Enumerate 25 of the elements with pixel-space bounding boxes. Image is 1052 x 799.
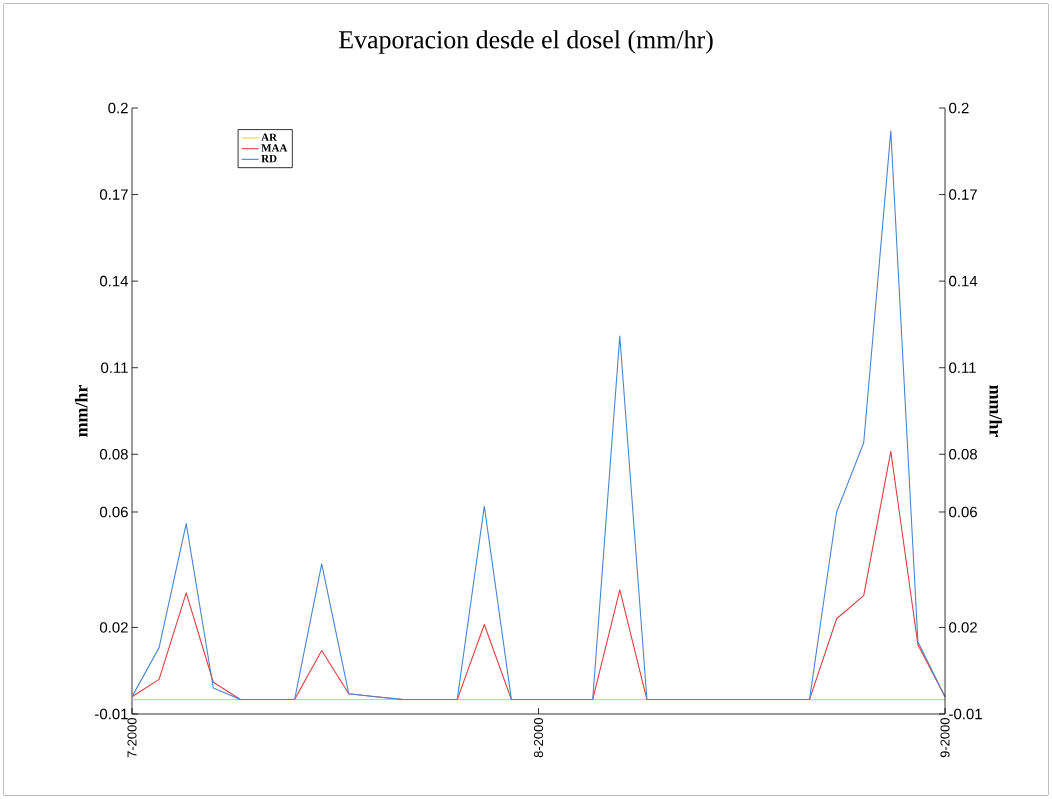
- y-axis-title: mm/hr: [74, 384, 88, 437]
- y-tick-label: -0.01: [95, 708, 128, 720]
- x-tick-label: 7-2000: [127, 718, 137, 758]
- y-tick-label: 0.06: [99, 506, 128, 518]
- y2-tick-label: 0.14: [949, 275, 978, 287]
- y2-tick-label: 0.11: [949, 362, 976, 373]
- y-tick-label: 0.11: [101, 362, 128, 373]
- y-tick-label: 0.02: [99, 622, 128, 633]
- y-tick-label: 0.14: [99, 275, 129, 287]
- y2-tick-label: 0.02: [949, 622, 977, 633]
- y2-tick-label: 0.2: [949, 102, 969, 114]
- x-tick-label: 9-2000: [940, 718, 950, 758]
- y-tick-label: 0.17: [99, 189, 128, 200]
- x-tick-label: 8-2000: [533, 718, 544, 758]
- y2-tick-label: 0.08: [949, 448, 977, 460]
- y2-axis-title: mm/hr: [989, 385, 1003, 438]
- chart-title: Evaporacion desde el dosel (mm/hr): [339, 30, 713, 54]
- y2-tick-label: 0.17: [949, 189, 977, 200]
- legend-label: RD: [261, 155, 277, 163]
- legend-label: AR: [261, 133, 278, 141]
- y2-tick-label: -0.01: [949, 708, 982, 720]
- y-tick-label: 0.08: [99, 448, 128, 460]
- y2-tick-label: 0.06: [949, 506, 977, 518]
- y-tick-label: 0.2: [108, 102, 128, 114]
- legend-label: MAA: [261, 144, 288, 152]
